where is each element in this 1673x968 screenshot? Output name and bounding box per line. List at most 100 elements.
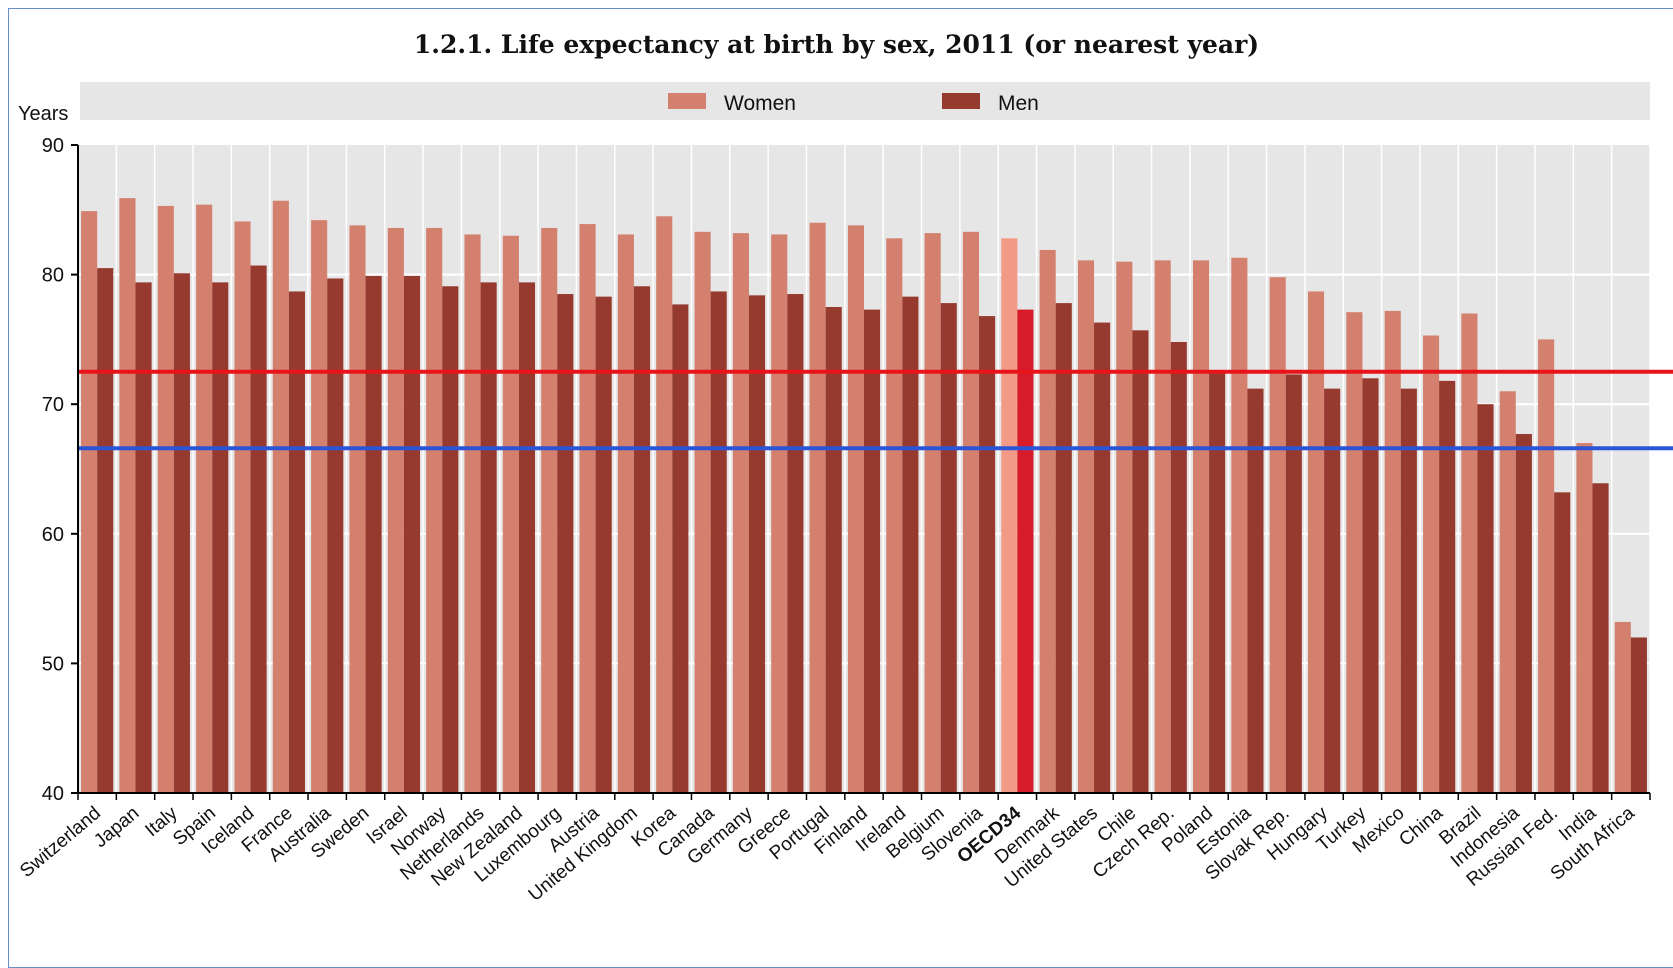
bar-men (1515, 434, 1532, 793)
chart-title: 1.2.1. Life expectancy at birth by sex, … (413, 30, 1260, 59)
bar-men (1170, 341, 1187, 793)
bar-men (288, 291, 305, 793)
bar-men (250, 265, 267, 793)
bar-women (157, 205, 174, 794)
bar-women (962, 231, 980, 793)
x-tick-label: Japan (90, 803, 143, 852)
bar-women (1461, 313, 1478, 793)
bar-men (902, 296, 919, 793)
bar-men (748, 295, 766, 793)
bar-women (732, 233, 749, 794)
bar-men (1554, 492, 1571, 793)
bar-women (272, 200, 289, 793)
bar-men (633, 286, 651, 793)
bar-men (135, 282, 152, 793)
bar-men (1209, 371, 1226, 793)
axes (71, 144, 1651, 800)
bar-women (1039, 249, 1056, 793)
bar-men (442, 286, 459, 793)
bar-men (1324, 388, 1341, 793)
bar-women (694, 231, 711, 793)
legend-label-men: Men (998, 92, 1039, 115)
y-tick-label: 70 (42, 394, 64, 416)
bar-men (557, 294, 574, 793)
y-tick-label: 90 (42, 135, 64, 157)
bar-men (365, 275, 382, 793)
bar-men (212, 282, 229, 793)
bar-women (847, 225, 864, 794)
bar-men (1247, 388, 1264, 793)
bar-women (809, 222, 826, 793)
bars (81, 198, 1647, 794)
bar-men (787, 294, 804, 793)
bar-women (119, 198, 136, 794)
bar-women (656, 216, 673, 793)
x-tick-label: China (1395, 802, 1447, 850)
bar-women (1576, 443, 1593, 793)
bar-men (480, 282, 497, 793)
bar-women (1231, 257, 1248, 793)
y-tick-labels: 40 50 60 70 80 90 (42, 135, 64, 805)
y-tick-label: 50 (42, 653, 64, 675)
bar-men (1477, 404, 1494, 793)
bar-men (1132, 330, 1149, 793)
chart-area: Women Men Years 40 50 60 70 80 90 Switzerland… (16, 82, 1673, 906)
bar-women (1116, 261, 1133, 793)
bar-men (518, 282, 536, 793)
bar-men (1017, 309, 1034, 793)
bar-women (1538, 339, 1555, 793)
bar-men (864, 309, 881, 793)
bar-women (1499, 391, 1516, 793)
bar-women (1154, 260, 1171, 793)
bar-women (579, 224, 596, 793)
bar-women (1001, 238, 1018, 793)
bar-women (387, 227, 404, 794)
bar-men (979, 316, 996, 793)
bar-women (464, 234, 481, 793)
bar-men (1630, 637, 1647, 793)
bar-men (1362, 378, 1379, 793)
bar-women (1614, 621, 1631, 793)
y-tick-label: 60 (42, 524, 64, 546)
bar-women (234, 221, 251, 794)
bar-women (924, 233, 941, 794)
bar-men (97, 268, 114, 793)
bar-women (1384, 310, 1401, 793)
bar-women (311, 220, 328, 794)
y-axis-label: Years (18, 103, 68, 125)
x-tick-label: Switzerland (16, 803, 105, 882)
y-tick-label: 40 (42, 783, 64, 805)
bar-men (173, 273, 190, 794)
bar-women (1423, 335, 1440, 793)
bar-men (1285, 374, 1302, 793)
y-tick-label: 80 (42, 265, 64, 287)
bar-men (1592, 483, 1609, 793)
bar-women (1346, 312, 1363, 793)
bar-women (541, 227, 558, 794)
legend-swatch-women (668, 93, 706, 109)
bar-women (617, 234, 634, 793)
bar-women (349, 225, 366, 794)
x-tick-labels: SwitzerlandJapanItalySpainIcelandFranceA… (16, 802, 1639, 905)
bar-women (502, 235, 519, 794)
bar-men (825, 307, 842, 793)
bar-women (886, 238, 903, 793)
reference-lines (78, 369, 1673, 451)
legend-swatch-men (942, 93, 980, 109)
bar-women (1307, 291, 1325, 793)
bar-men (403, 275, 421, 793)
bar-men (710, 291, 727, 793)
bar-women (1077, 260, 1095, 793)
bar-women (196, 204, 213, 794)
bar-men (595, 296, 612, 793)
bar-women (81, 211, 98, 793)
bar-men (327, 278, 344, 793)
bar-men (672, 304, 689, 793)
bar-men (1055, 303, 1072, 793)
bar-women (771, 234, 788, 793)
bar-women (1192, 260, 1210, 793)
bar-men (1439, 380, 1456, 793)
legend-label-women: Women (724, 92, 796, 115)
legend-band (80, 82, 1650, 120)
bar-men (940, 303, 957, 793)
